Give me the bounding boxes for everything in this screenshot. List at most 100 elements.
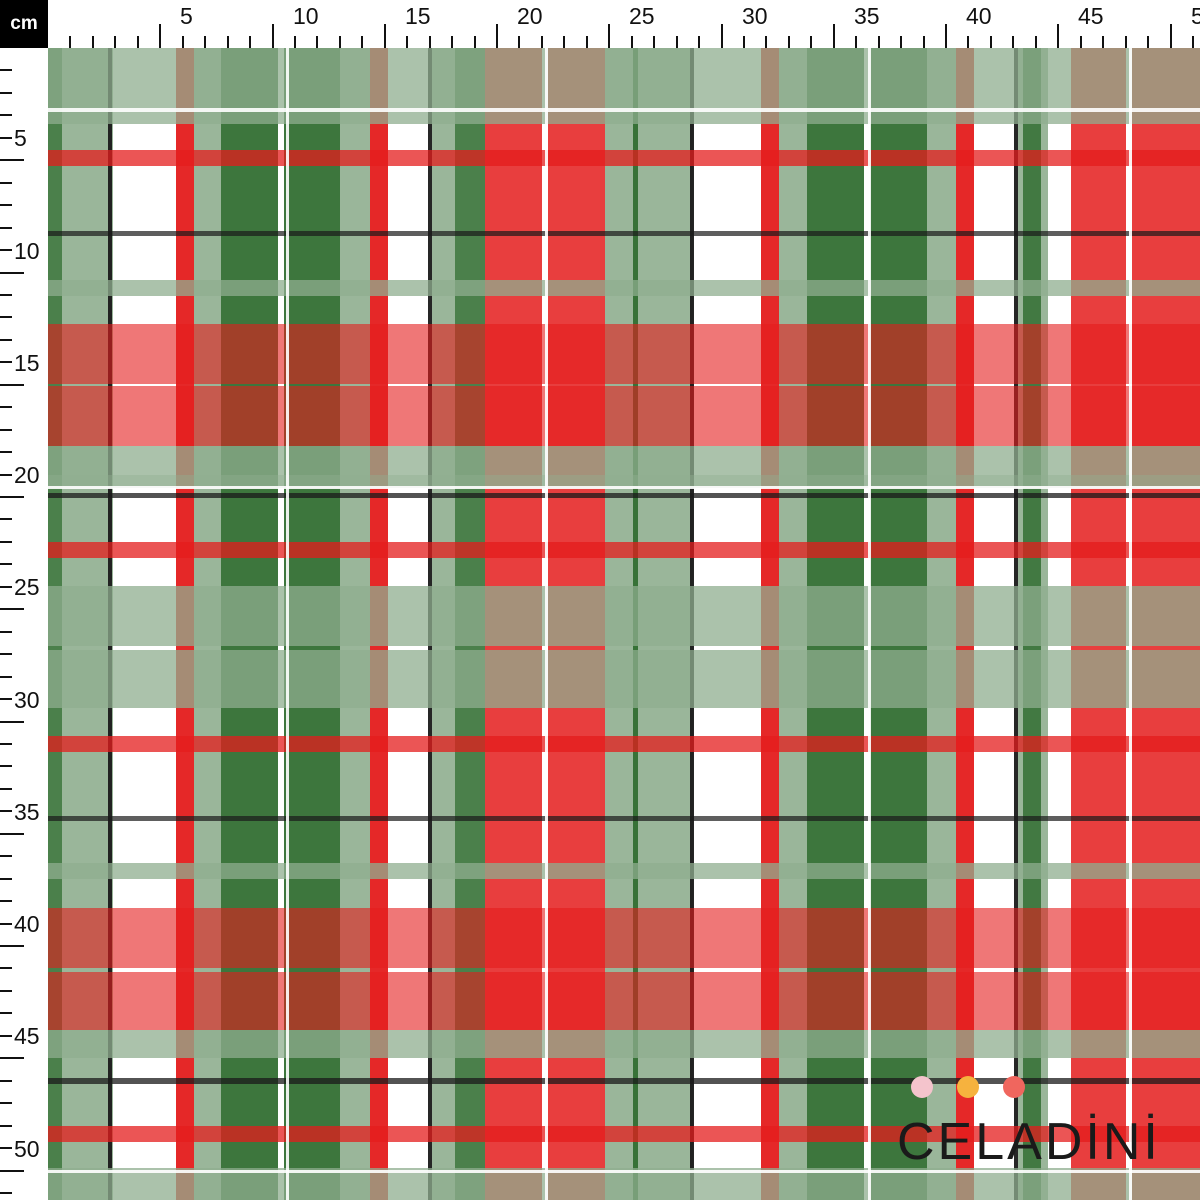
ruler-tick (0, 945, 24, 947)
weft-stripe (48, 280, 1200, 296)
ruler-label-top: 30 (742, 3, 768, 29)
ruler-tick (0, 878, 12, 880)
brand-dot-yellow (957, 1076, 979, 1098)
brand-logo: CELADİNİ (895, 1072, 1185, 1172)
ruler-tick (608, 24, 610, 48)
ruler-tick (0, 114, 12, 116)
ruler-tick (0, 204, 12, 206)
ruler-tick (878, 36, 880, 48)
ruler-label-top: 40 (966, 3, 992, 29)
ruler-tick (1080, 36, 1082, 48)
ruler-tick (114, 36, 116, 48)
ruler-tick (0, 1102, 12, 1104)
ruler-tick (0, 518, 12, 520)
ruler-tick (0, 721, 24, 723)
ruler-tick (1192, 36, 1194, 48)
ruler-tick (69, 36, 71, 48)
ruler-tick (676, 36, 678, 48)
ruler-unit-label: cm (0, 0, 48, 48)
ruler-tick (227, 36, 229, 48)
ruler-tick (204, 36, 206, 48)
ruler-tick (339, 36, 341, 48)
ruler-tick (137, 36, 139, 48)
ruler-tick (0, 923, 12, 925)
ruler-tick (0, 586, 12, 588)
ruler-tick (0, 227, 12, 229)
ruler-label-left: 45 (14, 1023, 40, 1049)
ruler-tick (0, 361, 12, 363)
ruler-label-top: 20 (517, 3, 543, 29)
ruler-tick (0, 1125, 12, 1127)
weft-stripe (48, 475, 1200, 488)
ruler-tick (0, 990, 12, 992)
ruler-tick (0, 294, 12, 296)
weft-stripe (48, 863, 1200, 879)
vertical-ruler: 5 10 15 20 25 30 35 40 45 50 (0, 48, 48, 1200)
ruler-label-top: 45 (1078, 3, 1104, 29)
ruler-label-top: 25 (629, 3, 655, 29)
ruler-tick (1102, 36, 1104, 48)
ruler-tick (990, 36, 992, 48)
ruler-tick (743, 36, 745, 48)
weft-stripe (48, 650, 1200, 708)
weft-stripe (48, 908, 1200, 968)
plaid-fabric-swatch (48, 48, 1200, 1200)
warp-highlight (286, 48, 289, 1200)
weft-stripe (48, 324, 1200, 384)
ruler-label-left: 20 (14, 462, 40, 488)
weft-stripe (48, 1030, 1200, 1058)
ruler-tick (361, 36, 363, 48)
ruler-tick (967, 36, 969, 48)
weft-stripe (48, 1126, 1200, 1142)
ruler-tick (0, 698, 12, 700)
ruler-label-left: 5 (14, 125, 27, 151)
ruler-label-top: 50 (1191, 3, 1200, 29)
warp-highlight (545, 48, 548, 1200)
weft-stripe (48, 586, 1200, 646)
weft-stripe (48, 446, 1200, 475)
ruler-tick (1012, 36, 1014, 48)
ruler-tick (406, 36, 408, 48)
weft-stripe (48, 386, 1200, 446)
ruler-tick (0, 743, 12, 745)
ruler-tick (0, 451, 12, 453)
ruler-tick (0, 900, 12, 902)
ruler-tick (900, 36, 902, 48)
ruler-tick (653, 36, 655, 48)
warp-highlight (1129, 48, 1132, 1200)
weft-highlight (48, 1170, 1200, 1173)
ruler-tick (563, 36, 565, 48)
ruler-tick (1147, 36, 1149, 48)
ruler-tick (0, 1080, 12, 1082)
ruler-tick (384, 24, 386, 48)
ruler-tick (0, 765, 12, 767)
ruler-tick (698, 36, 700, 48)
ruler-label-left: 40 (14, 911, 40, 937)
weft-highlight (48, 486, 1200, 489)
ruler-tick (0, 182, 12, 184)
weft-stripe (48, 150, 1200, 166)
ruler-tick (855, 36, 857, 48)
ruler-label-top: 10 (293, 3, 319, 29)
ruler-tick (810, 36, 812, 48)
ruler-tick (159, 24, 161, 48)
ruler-tick (0, 429, 12, 431)
ruler-label-top: 15 (405, 3, 431, 29)
warp-highlight (868, 48, 871, 1200)
ruler-tick (182, 36, 184, 48)
weft-highlight (48, 108, 1200, 112)
ruler-tick (0, 608, 24, 610)
weft-stripe (48, 972, 1200, 1030)
brand-dot-coral (1003, 1076, 1025, 1098)
ruler-tick (0, 69, 12, 71)
ruler-tick (721, 24, 723, 48)
weft-stripe (48, 48, 1200, 124)
ruler-tick (474, 36, 476, 48)
ruler-tick (0, 810, 12, 812)
ruler-tick (0, 316, 12, 318)
ruler-label-top: 35 (854, 3, 880, 29)
brand-name: CELADİNİ (897, 1113, 1161, 1171)
plaid-pattern (48, 48, 1200, 1200)
ruler-tick (518, 36, 520, 48)
weft-stripe (48, 493, 1200, 498)
